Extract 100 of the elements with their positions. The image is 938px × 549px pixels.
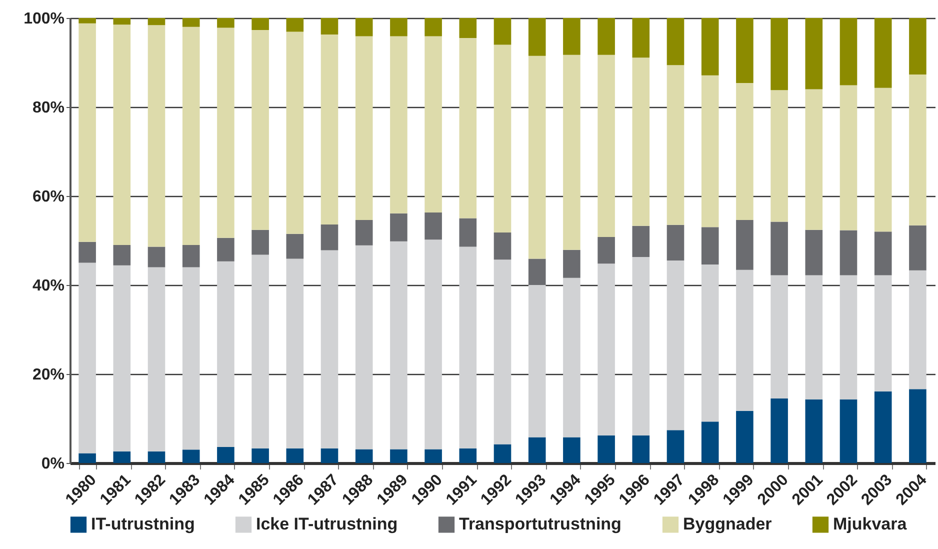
bar <box>666 224 684 261</box>
bar <box>113 24 131 245</box>
bar <box>632 435 650 463</box>
y-tick-label: 40% <box>32 278 64 294</box>
bar <box>78 262 96 454</box>
bar <box>909 18 926 75</box>
bar <box>286 448 304 463</box>
bar <box>459 18 477 38</box>
legend-label: Byggnader <box>683 514 772 534</box>
bar <box>528 285 546 438</box>
bar <box>736 220 754 270</box>
bar <box>701 227 719 265</box>
bar <box>598 54 615 237</box>
bar <box>909 74 926 226</box>
bar <box>701 264 719 422</box>
bar <box>217 446 234 463</box>
bar <box>632 256 650 436</box>
bar <box>424 36 442 212</box>
legend-label: Transportutrustning <box>459 514 622 534</box>
y-tick-label: 20% <box>32 366 64 384</box>
bar <box>494 232 512 260</box>
bar <box>148 25 166 247</box>
bar <box>390 449 408 463</box>
bar <box>805 89 823 230</box>
bar <box>424 240 442 450</box>
bar <box>528 18 546 56</box>
bar <box>252 254 269 448</box>
bar <box>286 18 304 32</box>
bar <box>320 18 338 34</box>
bar <box>320 224 338 250</box>
bar <box>182 26 200 245</box>
bar <box>355 18 373 36</box>
bar <box>113 244 131 266</box>
bar <box>598 264 615 436</box>
bar <box>563 54 580 250</box>
bar <box>217 261 234 447</box>
bar <box>286 258 304 448</box>
bar <box>355 36 373 220</box>
bar <box>320 448 338 463</box>
bar <box>78 453 96 463</box>
bar <box>736 82 754 220</box>
bar <box>701 422 719 463</box>
bar <box>666 65 684 225</box>
bar <box>563 250 580 278</box>
bar <box>840 18 858 86</box>
y-tick-label: 0% <box>41 456 64 472</box>
bar <box>424 18 442 36</box>
bar <box>459 38 477 218</box>
bar <box>252 30 269 230</box>
bar <box>805 399 823 463</box>
bar <box>874 18 892 88</box>
bar <box>459 448 477 463</box>
bar <box>598 435 615 463</box>
bar <box>78 18 96 24</box>
bar <box>148 246 166 268</box>
bar <box>494 444 512 463</box>
bar <box>805 275 823 400</box>
bar <box>217 28 234 238</box>
bar <box>113 451 131 463</box>
legend-label: Mjukvara <box>833 514 908 534</box>
bar <box>390 241 408 450</box>
bar <box>494 18 512 45</box>
bar <box>770 222 788 276</box>
bar <box>632 226 650 257</box>
legend-label: IT-utrustning <box>91 514 195 534</box>
bar <box>252 230 269 255</box>
legend-label: Icke IT-utrustning <box>256 514 398 534</box>
bar <box>459 218 477 247</box>
bar <box>320 250 338 448</box>
bar <box>217 18 234 28</box>
bar <box>840 85 858 230</box>
bar <box>148 267 166 452</box>
bar <box>563 18 580 55</box>
bar <box>148 18 166 26</box>
bar <box>632 18 650 58</box>
bar <box>494 260 512 444</box>
bar <box>598 236 615 264</box>
bar <box>909 270 926 390</box>
bar <box>736 410 754 463</box>
bar <box>770 275 788 398</box>
bar <box>874 232 892 276</box>
y-tick-label: 100% <box>24 10 64 28</box>
bar <box>563 437 580 463</box>
bar <box>874 88 892 232</box>
bar <box>459 246 477 448</box>
bar <box>666 18 684 66</box>
bar <box>424 449 442 463</box>
bar <box>355 449 373 463</box>
bar <box>390 36 408 214</box>
bar <box>770 398 788 463</box>
bar <box>390 213 408 242</box>
bar <box>736 18 754 83</box>
bar <box>632 58 650 226</box>
bar <box>840 275 858 400</box>
bar <box>355 220 373 246</box>
bar <box>78 23 96 242</box>
bar <box>874 275 892 392</box>
bar <box>528 56 546 259</box>
bar <box>805 230 823 276</box>
bar <box>598 18 615 55</box>
